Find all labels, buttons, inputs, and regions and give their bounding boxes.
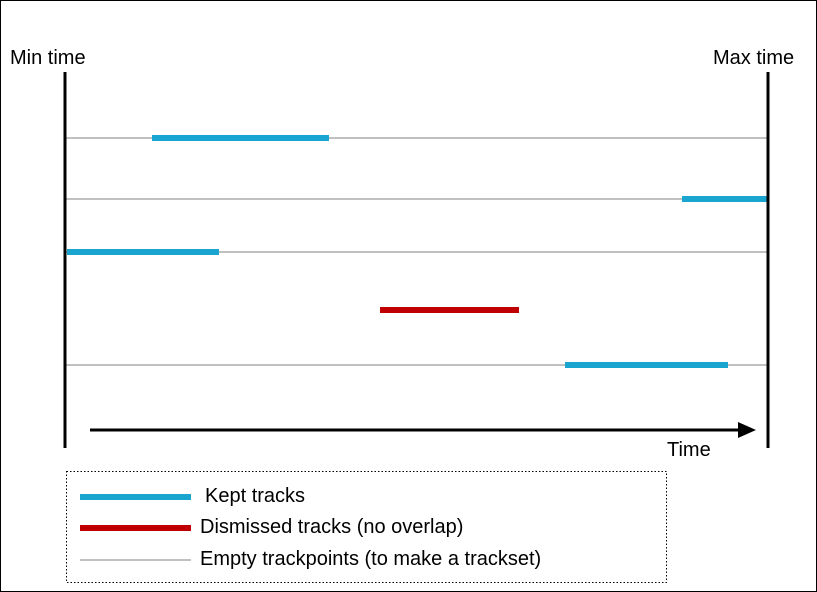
time-axis-label: Time	[667, 439, 711, 461]
max-time-label: Max time	[713, 47, 794, 69]
legend-kept-label: Kept tracks	[205, 485, 305, 507]
legend-empty-label: Empty trackpoints (to make a trackset)	[200, 548, 541, 570]
min-time-label: Min time	[10, 47, 86, 69]
legend-dismissed-label: Dismissed tracks (no overlap)	[200, 516, 463, 538]
time-axis-arrowhead	[738, 422, 756, 438]
